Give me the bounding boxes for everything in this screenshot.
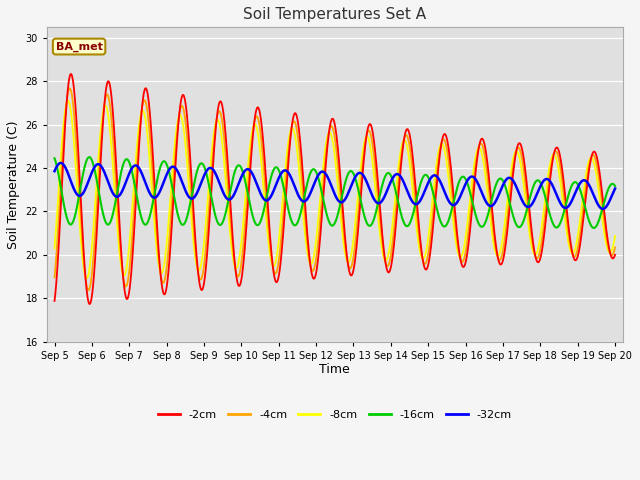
X-axis label: Time: Time: [319, 363, 350, 376]
Text: BA_met: BA_met: [56, 41, 102, 52]
Title: Soil Temperatures Set A: Soil Temperatures Set A: [243, 7, 426, 22]
Y-axis label: Soil Temperature (C): Soil Temperature (C): [7, 120, 20, 249]
Legend: -2cm, -4cm, -8cm, -16cm, -32cm: -2cm, -4cm, -8cm, -16cm, -32cm: [153, 405, 516, 424]
